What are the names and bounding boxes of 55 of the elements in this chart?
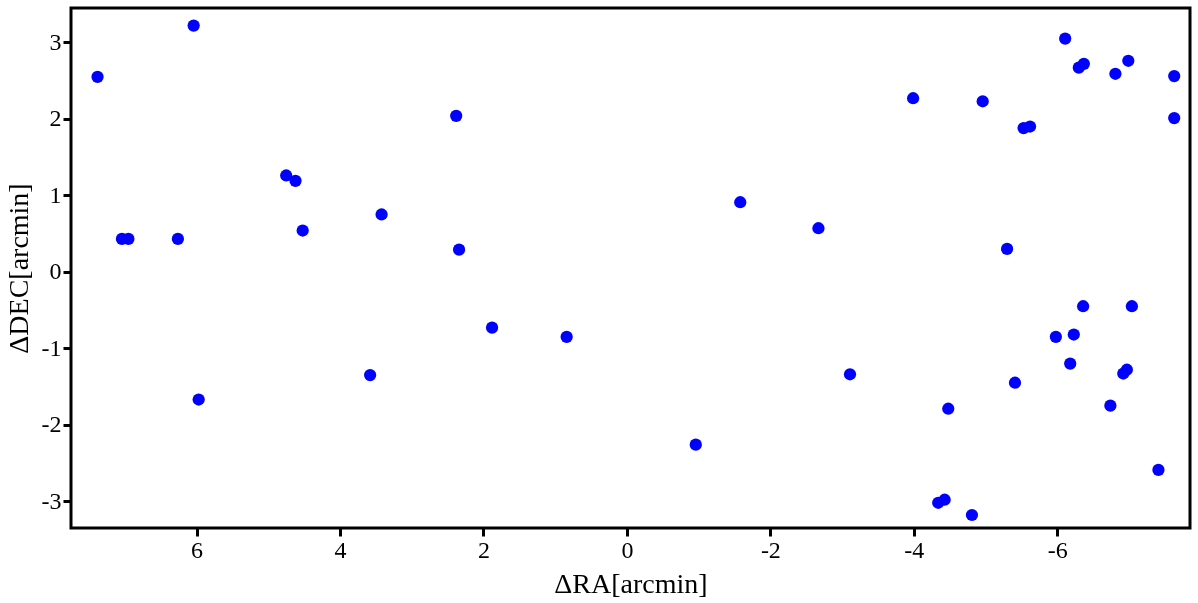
x-tick-label: 6 (191, 536, 204, 563)
point (289, 174, 302, 187)
x-axis-title: ΔRA[arcmin] (554, 567, 708, 599)
point (485, 321, 499, 334)
point (1109, 67, 1122, 80)
point (187, 19, 200, 32)
point (1077, 57, 1090, 70)
point (452, 243, 466, 256)
point (1077, 300, 1090, 313)
point (280, 169, 293, 182)
point (734, 196, 747, 209)
point (812, 222, 825, 235)
y-tick-label: -2 (41, 411, 62, 438)
point (171, 232, 184, 246)
point (1008, 376, 1022, 389)
point (689, 438, 702, 451)
point (1152, 463, 1165, 476)
point (1120, 363, 1133, 376)
point (363, 368, 377, 382)
point (1023, 120, 1037, 133)
point (1104, 399, 1117, 412)
x-tick-label: -4 (904, 536, 925, 563)
y-tick-label: 0 (49, 258, 62, 285)
point (560, 330, 573, 343)
point (942, 402, 955, 415)
point (1168, 69, 1181, 83)
point (938, 493, 951, 506)
point (450, 109, 463, 122)
y-tick-label: 1 (49, 181, 62, 208)
point (907, 92, 920, 105)
point (192, 393, 205, 406)
point (1000, 242, 1014, 255)
point (1067, 328, 1080, 341)
point (375, 208, 388, 221)
point (1125, 300, 1139, 313)
y-tick-label: -1 (41, 334, 62, 361)
point (296, 224, 309, 237)
x-tick-label: 2 (477, 536, 490, 563)
x-tick-label: 4 (334, 536, 347, 563)
point (1168, 112, 1181, 125)
y-tick-label: 3 (49, 28, 62, 55)
point (976, 95, 989, 108)
point (843, 368, 857, 381)
point (1122, 54, 1135, 67)
point (91, 70, 104, 83)
y-tick-label: -3 (41, 487, 62, 514)
point (1059, 32, 1072, 45)
point (1064, 357, 1077, 370)
point (965, 508, 979, 522)
point (1049, 330, 1062, 343)
x-tick-label: 0 (621, 536, 634, 563)
y-axis-title: ΔDEC[arcmin] (2, 183, 34, 354)
y-tick-label: 2 (49, 105, 62, 132)
x-tick-label: -6 (1047, 536, 1068, 563)
x-tick-label: -2 (760, 536, 781, 563)
